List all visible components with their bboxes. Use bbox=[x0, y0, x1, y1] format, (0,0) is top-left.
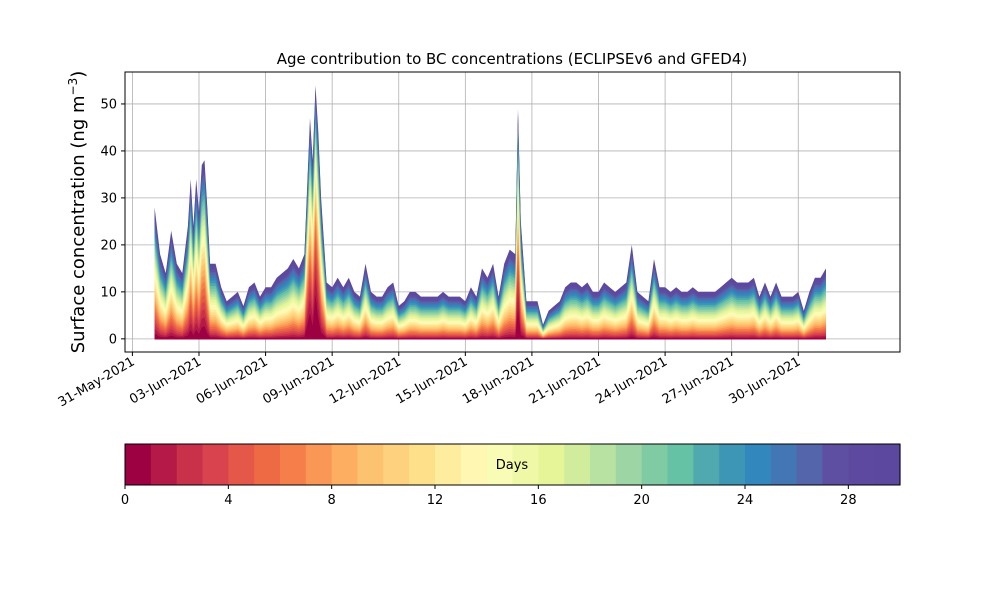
colorbar-cell bbox=[719, 444, 746, 485]
colorbar-cell bbox=[460, 444, 488, 485]
colorbar-cell bbox=[331, 444, 359, 485]
chart-title: Age contribution to BC concentrations (E… bbox=[277, 50, 748, 68]
colorbar-cell bbox=[228, 444, 255, 485]
colorbar-cell bbox=[590, 444, 617, 485]
y-tick-label: 50 bbox=[100, 97, 117, 112]
colorbar-cell bbox=[822, 444, 849, 485]
y-axis-label-unit-exponent: −3 bbox=[66, 78, 80, 96]
y-tick-label: 10 bbox=[100, 285, 117, 300]
colorbar-cell bbox=[564, 444, 591, 485]
colorbar-cell bbox=[254, 444, 281, 485]
colorbar-tick-label: 28 bbox=[840, 493, 857, 508]
age-layer-7 bbox=[154, 210, 827, 339]
colorbar-cell bbox=[357, 444, 384, 485]
colorbar-cell bbox=[305, 444, 333, 485]
colorbar-label: Days bbox=[496, 458, 529, 473]
colorbar-frame bbox=[124, 443, 901, 486]
y-tick-label: 30 bbox=[100, 191, 117, 206]
colorbar-cell bbox=[538, 444, 565, 485]
colorbar-tick-label: 20 bbox=[633, 493, 650, 508]
colorbar-cell bbox=[280, 444, 307, 485]
y-axis-label: Surface concentration (ng m−3) bbox=[66, 71, 89, 354]
colorbar-cell bbox=[796, 444, 824, 485]
colorbar-ticks: 0 4 8 12 16 20 24 28 bbox=[121, 485, 857, 508]
colorbar-cell bbox=[874, 444, 901, 485]
colorbar-cell bbox=[202, 444, 229, 485]
colorbar-cells bbox=[125, 444, 901, 485]
colorbar-cell bbox=[435, 444, 462, 485]
y-tick-label: 20 bbox=[100, 238, 117, 253]
colorbar-cell bbox=[512, 444, 539, 485]
y-ticks: 0 10 20 30 40 50 bbox=[100, 97, 125, 347]
colorbar-cell bbox=[848, 444, 875, 485]
colorbar-cell bbox=[409, 444, 436, 485]
colorbar-cell bbox=[770, 444, 798, 485]
colorbar-cell bbox=[615, 444, 643, 485]
colorbar-cell bbox=[667, 444, 694, 485]
y-tick-label: 0 bbox=[109, 332, 117, 347]
colorbar-cell bbox=[150, 444, 178, 485]
colorbar-tick-label: 0 bbox=[121, 493, 129, 508]
colorbar-tick-label: 16 bbox=[530, 493, 547, 508]
colorbar-tick-label: 12 bbox=[427, 493, 444, 508]
area-layers bbox=[154, 85, 827, 340]
colorbar-cell bbox=[176, 444, 204, 485]
colorbar-cell bbox=[383, 444, 410, 485]
colorbar-cell bbox=[486, 444, 514, 485]
colorbar-tick-label: 8 bbox=[328, 493, 336, 508]
colorbar: Days 0 4 8 12 16 20 24 28 bbox=[121, 443, 901, 508]
axes-frame bbox=[124, 71, 901, 353]
y-tick-label: 40 bbox=[100, 144, 117, 159]
colorbar-cell bbox=[693, 444, 720, 485]
colorbar-cell bbox=[125, 444, 152, 485]
y-axis-label-main: Surface concentration (ng m bbox=[68, 95, 89, 353]
colorbar-tick-label: 24 bbox=[737, 493, 754, 508]
colorbar-tick-label: 4 bbox=[224, 493, 232, 508]
colorbar-cell bbox=[641, 444, 669, 485]
colorbar-cell bbox=[745, 444, 772, 485]
y-axis-label-close: ) bbox=[68, 71, 89, 78]
age-layer-6 bbox=[154, 219, 827, 339]
